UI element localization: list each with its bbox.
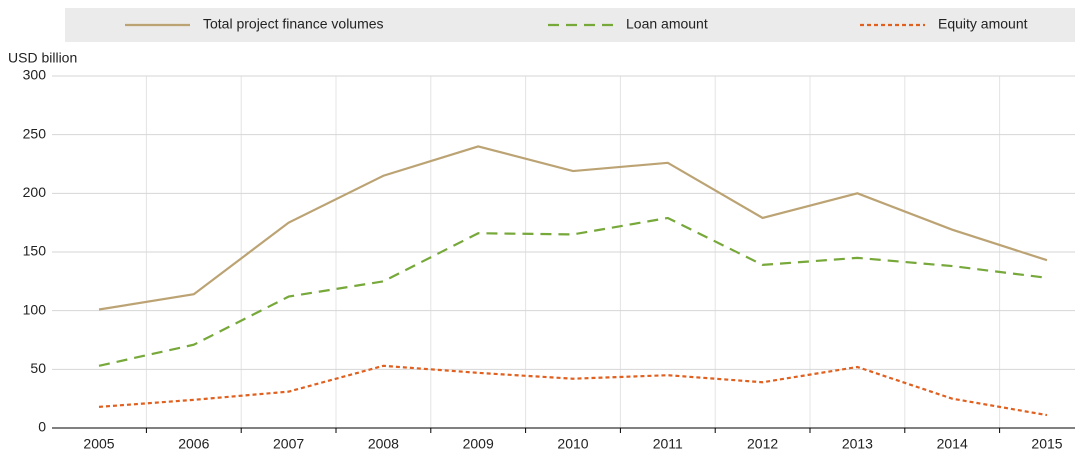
x-tick-label: 2008 — [368, 436, 399, 452]
x-tick-label: 2012 — [747, 436, 778, 452]
series-line — [98, 364, 1048, 417]
y-tick-label: 50 — [30, 360, 46, 376]
x-tick-label: 2013 — [842, 436, 873, 452]
legend-label: Equity amount — [938, 16, 1028, 32]
x-tick-label: 2006 — [178, 436, 209, 452]
y-tick-label: 200 — [23, 184, 47, 200]
y-axis-label: USD billion — [8, 50, 77, 66]
series-line — [98, 216, 1048, 367]
y-tick-label: 100 — [23, 301, 47, 317]
x-tick-label: 2011 — [653, 436, 683, 452]
x-tick-label: 2014 — [937, 436, 968, 452]
x-tick-label: 2015 — [1031, 436, 1062, 452]
x-tick-label: 2009 — [463, 436, 494, 452]
y-tick-label: 250 — [23, 125, 47, 141]
y-tick-label: 300 — [23, 67, 47, 83]
legend-label: Total project finance volumes — [203, 16, 384, 32]
x-tick-label: 2010 — [557, 436, 588, 452]
y-tick-label: 150 — [23, 243, 47, 259]
y-tick-label: 0 — [38, 419, 46, 435]
x-tick-label: 2007 — [273, 436, 304, 452]
legend-label: Loan amount — [626, 16, 708, 32]
series-line — [98, 145, 1048, 311]
x-tick-label: 2005 — [83, 436, 114, 452]
